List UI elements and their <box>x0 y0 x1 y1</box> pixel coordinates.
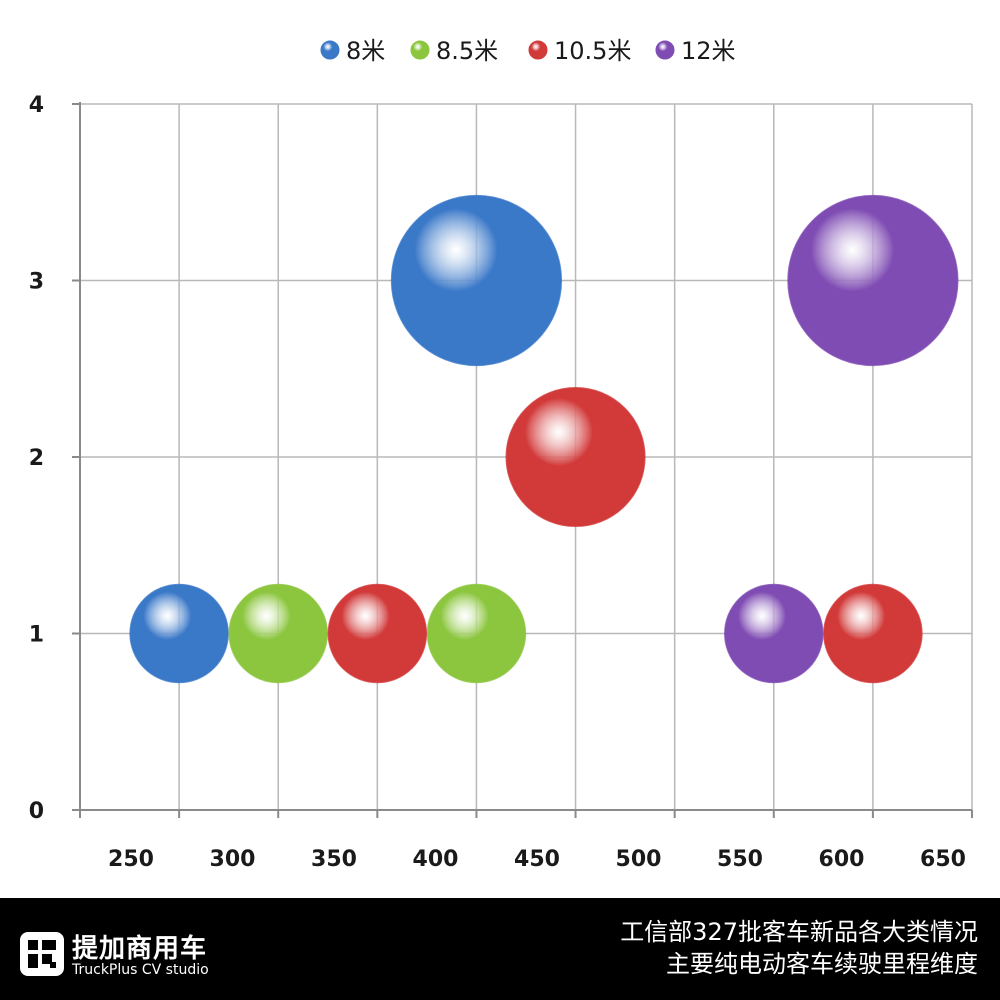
y-tick-label: 3 <box>29 270 44 295</box>
y-tick-label: 0 <box>29 799 44 824</box>
legend-marker <box>410 40 430 60</box>
legend-label: 12米 <box>681 37 736 65</box>
brand: 提加商用车 TruckPlus CV studio <box>20 928 280 988</box>
bubble <box>327 583 428 684</box>
bubble <box>390 194 563 367</box>
legend-marker <box>655 40 675 60</box>
x-tick-label: 650 <box>920 847 966 872</box>
x-tick-label: 600 <box>819 847 865 872</box>
x-tick-label: 350 <box>311 847 357 872</box>
caption-line-2: 主要纯电动客车续驶里程维度 <box>666 950 978 978</box>
bubble <box>129 583 229 684</box>
legend-marker <box>320 40 340 60</box>
bubble-chart: 8米 8.5米 10.5米 12米 0 1 2 3 4 250 300 350 400 450 500 55… <box>29 37 973 872</box>
x-tick-label: 450 <box>514 847 560 872</box>
caption-line-1: 工信部327批客车新品各大类情况 <box>620 918 978 946</box>
bubble <box>823 583 923 684</box>
y-tick-label: 2 <box>29 446 44 471</box>
bubble <box>426 583 527 684</box>
legend-label: 8.5米 <box>436 37 498 65</box>
legend-label: 10.5米 <box>554 37 631 65</box>
brand-logo-icon <box>20 932 64 976</box>
y-tick-label: 1 <box>29 623 44 648</box>
x-tick-label: 400 <box>413 847 459 872</box>
bubble <box>787 194 959 367</box>
legend-label: 8米 <box>346 37 385 65</box>
x-tick-label: 500 <box>616 847 662 872</box>
x-tick-label: 550 <box>717 847 763 872</box>
bubble <box>228 583 328 684</box>
chart-axes <box>72 102 973 818</box>
chart-bubbles <box>129 194 959 684</box>
brand-subtitle: TruckPlus CV studio <box>72 962 209 978</box>
bubble <box>724 583 824 684</box>
y-tick-label: 4 <box>29 93 44 118</box>
chart-legend: 8米 8.5米 10.5米 12米 <box>320 37 736 65</box>
brand-name: 提加商用车 <box>72 934 208 964</box>
x-tick-label: 250 <box>108 847 154 872</box>
footer-bar: 提加商用车 TruckPlus CV studio 工信部327批客车新品各大类… <box>0 898 1000 1000</box>
bubble <box>505 386 646 528</box>
x-tick-label: 300 <box>210 847 256 872</box>
legend-marker <box>528 40 548 60</box>
chart-tick-labels: 0 1 2 3 4 250 300 350 400 450 500 550 600 650 <box>29 93 966 872</box>
caption: 工信部327批客车新品各大类情况 主要纯电动客车续驶里程维度 <box>620 916 978 980</box>
